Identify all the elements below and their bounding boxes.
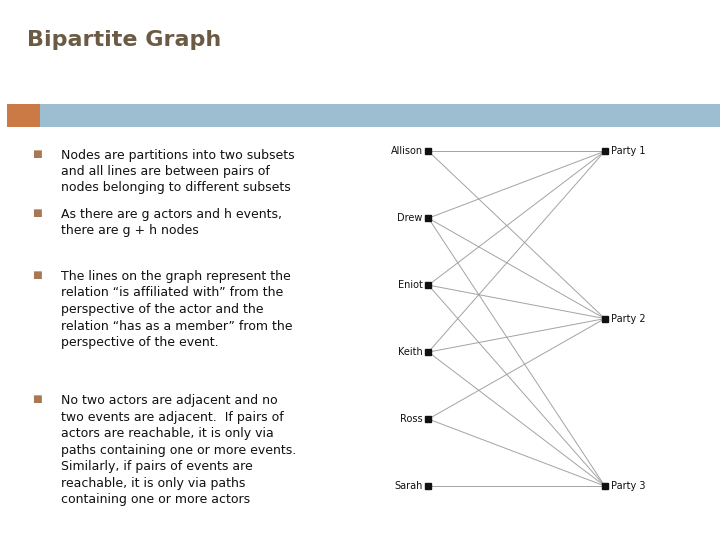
Text: Ross: Ross [400,414,423,424]
Text: As there are g actors and h events,
there are g + h nodes: As there are g actors and h events, ther… [61,208,282,238]
Text: Party 3: Party 3 [611,481,645,491]
Text: No two actors are adjacent and no
two events are adjacent.  If pairs of
actors a: No two actors are adjacent and no two ev… [61,394,297,506]
Text: Party 2: Party 2 [611,314,645,323]
Text: Keith: Keith [398,347,423,357]
Text: ■: ■ [32,394,42,404]
Text: Bipartite Graph: Bipartite Graph [27,30,222,50]
Text: ■: ■ [32,208,42,218]
Text: Party 1: Party 1 [611,146,645,156]
Text: ■: ■ [32,270,42,280]
Text: ■: ■ [32,148,42,159]
Text: Eniot: Eniot [397,280,423,290]
Text: Drew: Drew [397,213,423,223]
Text: Allison: Allison [390,146,423,156]
Text: Nodes are partitions into two subsets
and all lines are between pairs of
nodes b: Nodes are partitions into two subsets an… [61,148,294,194]
FancyBboxPatch shape [40,104,720,127]
FancyBboxPatch shape [7,104,40,127]
Text: The lines on the graph represent the
relation “is affiliated with” from the
pers: The lines on the graph represent the rel… [61,270,293,349]
Text: Sarah: Sarah [395,481,423,491]
